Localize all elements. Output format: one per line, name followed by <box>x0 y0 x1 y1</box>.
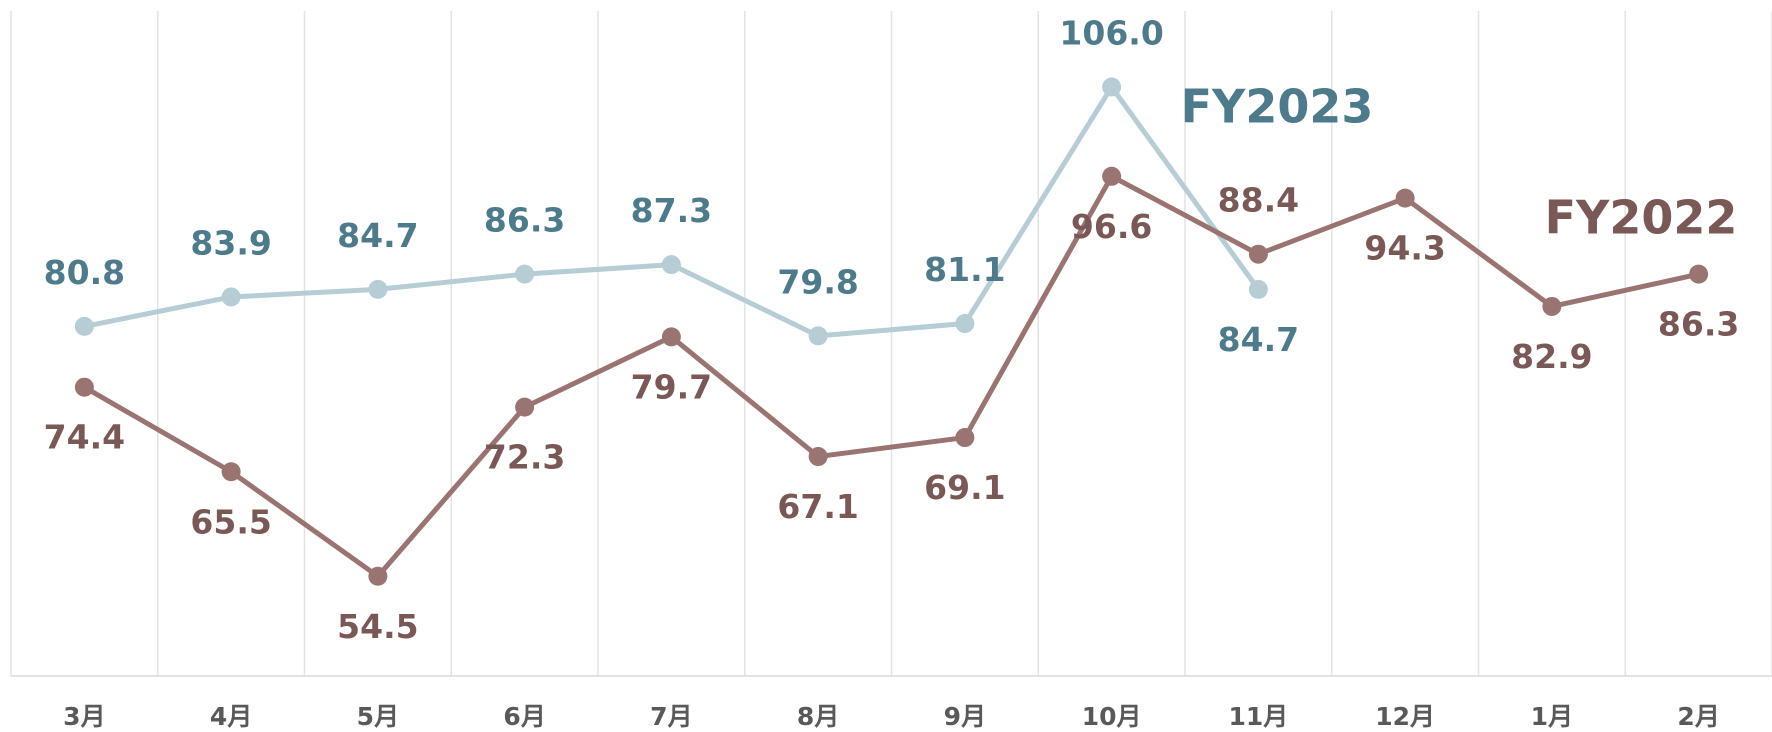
point <box>955 428 975 448</box>
data-label: 88.4 <box>1218 181 1299 220</box>
data-label: 84.7 <box>337 216 418 255</box>
point <box>808 447 828 467</box>
data-label: 94.3 <box>1364 229 1445 268</box>
x-tick-label: 9月 <box>944 702 986 731</box>
data-label: 79.8 <box>777 262 858 301</box>
series-line <box>83 173 1700 579</box>
point <box>1689 264 1709 284</box>
x-tick-label: 3月 <box>63 702 105 731</box>
point <box>221 462 241 482</box>
point <box>515 397 535 417</box>
legend-label: FY2023 <box>1181 80 1374 134</box>
x-tick-label: 7月 <box>650 702 692 731</box>
point <box>74 377 94 397</box>
x-tick-label: 5月 <box>357 702 399 731</box>
legend-label: FY2022 <box>1545 191 1738 245</box>
x-tick-label: 8月 <box>797 702 839 731</box>
data-label: 96.6 <box>1071 207 1152 246</box>
point <box>1248 244 1268 264</box>
data-label: 87.3 <box>631 191 712 230</box>
data-label: 79.7 <box>631 367 712 406</box>
data-label: 54.5 <box>337 607 418 646</box>
point <box>1102 77 1122 97</box>
point <box>1542 296 1562 316</box>
x-tick-label: 1月 <box>1531 702 1573 731</box>
data-label: 72.3 <box>484 438 565 477</box>
point <box>221 287 241 307</box>
x-tick-label: 11月 <box>1228 702 1288 731</box>
x-tick-label: 2月 <box>1677 702 1719 731</box>
data-label: 86.3 <box>484 201 565 240</box>
point <box>1102 166 1122 186</box>
x-tick-label: 10月 <box>1082 702 1142 731</box>
point <box>1395 188 1415 208</box>
data-label: 83.9 <box>190 223 271 262</box>
data-label: 82.9 <box>1511 337 1592 376</box>
point <box>1248 279 1268 299</box>
point <box>808 326 828 346</box>
point <box>368 279 388 299</box>
point <box>515 264 535 284</box>
point <box>955 314 975 334</box>
data-label: 74.4 <box>44 418 125 457</box>
data-label: 80.8 <box>44 253 125 292</box>
point <box>661 255 681 275</box>
data-label: 69.1 <box>924 468 1005 507</box>
data-label: 86.3 <box>1658 305 1739 344</box>
x-tick-label: 6月 <box>503 702 545 731</box>
data-label: 106.0 <box>1059 14 1163 53</box>
x-tick-label: 12月 <box>1375 702 1435 731</box>
x-tick-label: 4月 <box>210 702 252 731</box>
point <box>368 566 388 586</box>
data-label: 65.5 <box>190 502 271 541</box>
data-label: 67.1 <box>777 487 858 526</box>
data-label: 81.1 <box>924 250 1005 289</box>
point <box>661 327 681 347</box>
data-label: 84.7 <box>1218 320 1299 359</box>
point <box>74 316 94 336</box>
